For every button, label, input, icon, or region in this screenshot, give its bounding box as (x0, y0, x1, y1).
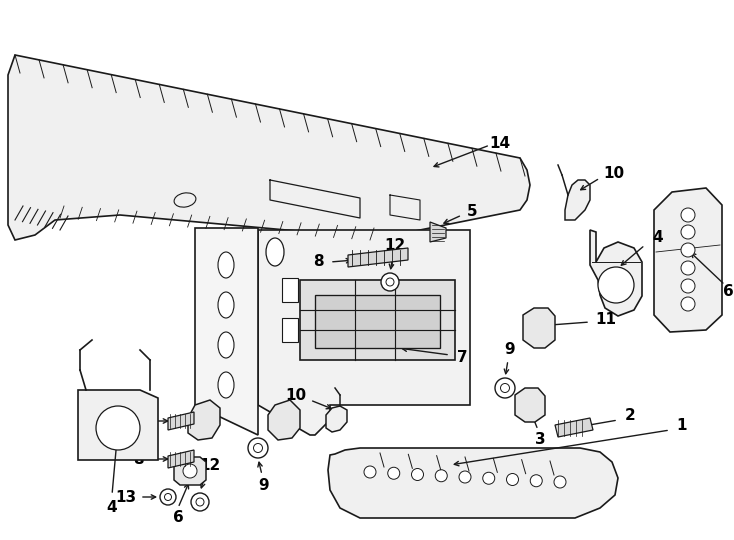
Bar (282, 318, 298, 342)
Circle shape (554, 476, 566, 488)
Polygon shape (326, 406, 347, 432)
Polygon shape (523, 308, 555, 348)
Polygon shape (565, 180, 590, 220)
Polygon shape (300, 280, 455, 360)
Polygon shape (258, 230, 470, 435)
Polygon shape (654, 188, 722, 332)
Polygon shape (195, 228, 258, 435)
Ellipse shape (218, 332, 234, 358)
Circle shape (459, 471, 471, 483)
Circle shape (598, 267, 634, 303)
Circle shape (253, 443, 263, 453)
Ellipse shape (266, 238, 284, 266)
Polygon shape (8, 55, 530, 248)
Bar (282, 278, 298, 302)
Circle shape (506, 474, 518, 485)
Circle shape (495, 378, 515, 398)
Polygon shape (555, 418, 593, 437)
Circle shape (96, 406, 140, 450)
Text: 8: 8 (133, 451, 143, 467)
Circle shape (681, 297, 695, 311)
Circle shape (530, 475, 542, 487)
Text: 13: 13 (115, 489, 137, 504)
Text: 12: 12 (385, 238, 406, 253)
Text: 14: 14 (490, 136, 511, 151)
Text: 5: 5 (467, 205, 477, 219)
Polygon shape (188, 400, 220, 440)
Text: 3: 3 (534, 433, 545, 448)
Text: 5: 5 (133, 414, 143, 429)
Text: 6: 6 (723, 285, 733, 300)
Text: 8: 8 (313, 254, 323, 269)
Circle shape (681, 261, 695, 275)
Polygon shape (78, 390, 158, 460)
Circle shape (191, 493, 209, 511)
Polygon shape (174, 457, 206, 485)
Polygon shape (430, 222, 446, 242)
Ellipse shape (174, 193, 196, 207)
Polygon shape (515, 388, 545, 422)
Text: 10: 10 (286, 388, 307, 402)
Circle shape (164, 494, 172, 501)
Text: 4: 4 (653, 231, 664, 246)
Polygon shape (328, 448, 618, 518)
Circle shape (681, 279, 695, 293)
Text: 10: 10 (603, 165, 625, 180)
Ellipse shape (218, 372, 234, 398)
Circle shape (248, 438, 268, 458)
Circle shape (681, 208, 695, 222)
Circle shape (501, 383, 509, 393)
Polygon shape (315, 295, 440, 348)
Circle shape (681, 243, 695, 257)
Ellipse shape (218, 252, 234, 278)
Text: 2: 2 (625, 408, 636, 423)
Text: 4: 4 (106, 501, 117, 516)
Text: 6: 6 (172, 510, 184, 525)
Text: 1: 1 (677, 417, 687, 433)
Circle shape (386, 278, 394, 286)
Circle shape (183, 464, 197, 478)
Circle shape (412, 469, 424, 481)
Circle shape (196, 498, 204, 506)
Polygon shape (168, 450, 194, 468)
Text: 9: 9 (505, 342, 515, 357)
Text: 7: 7 (457, 349, 468, 364)
Circle shape (681, 225, 695, 239)
Circle shape (388, 467, 400, 480)
Polygon shape (168, 412, 194, 430)
Circle shape (435, 470, 447, 482)
Text: 11: 11 (595, 313, 617, 327)
Polygon shape (268, 400, 300, 440)
Circle shape (160, 489, 176, 505)
Polygon shape (590, 230, 642, 316)
Circle shape (364, 466, 376, 478)
Circle shape (483, 472, 495, 484)
Text: 9: 9 (258, 477, 269, 492)
Ellipse shape (218, 292, 234, 318)
Text: 12: 12 (200, 458, 221, 474)
Polygon shape (348, 248, 408, 267)
Circle shape (381, 273, 399, 291)
